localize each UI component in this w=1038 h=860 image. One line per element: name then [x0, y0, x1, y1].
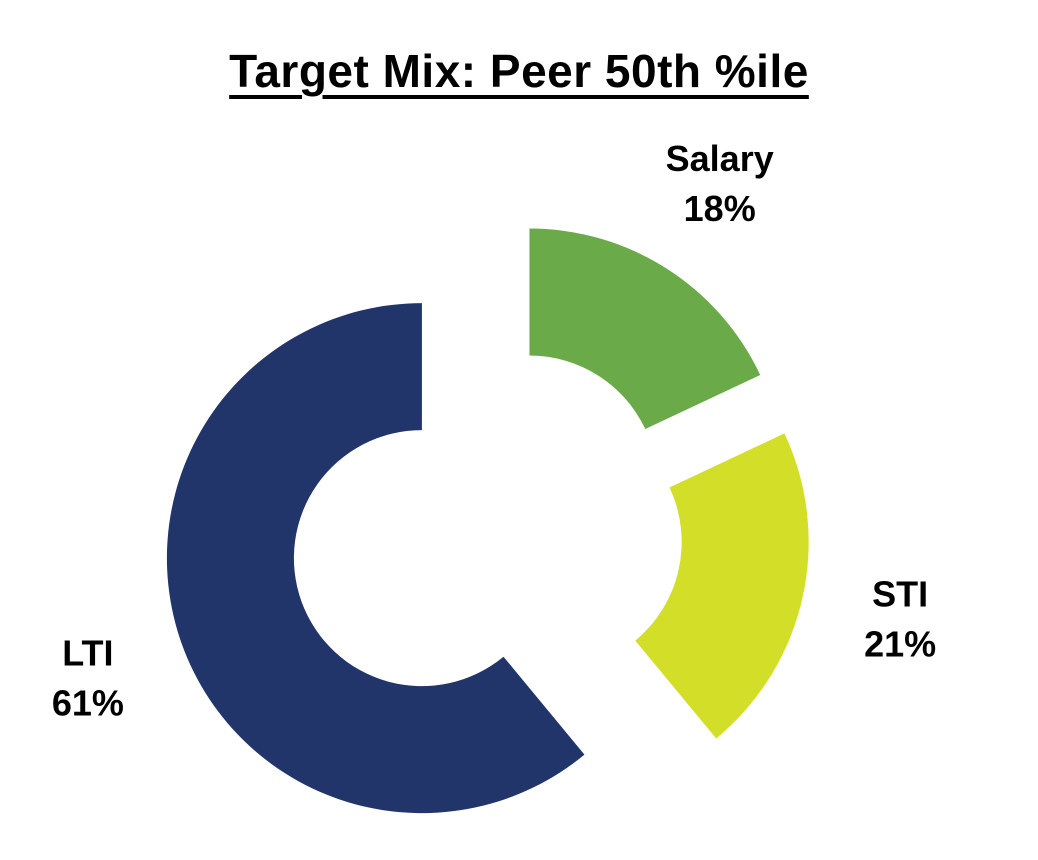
donut-slices [166, 228, 809, 814]
slice-value-sti: 21% [864, 623, 936, 664]
slice-label-salary: Salary [666, 138, 774, 179]
slice-sti [635, 433, 809, 739]
slice-lti [166, 303, 585, 814]
chart-title: Target Mix: Peer 50th %ile [229, 45, 809, 97]
slice-labels: Salary 18% STI 21% LTI 61% [52, 138, 936, 724]
slice-salary [529, 228, 761, 430]
slice-label-lti: LTI [62, 632, 113, 673]
slice-value-lti: 61% [52, 682, 124, 723]
slice-label-sti: STI [872, 573, 928, 614]
slice-value-salary: 18% [684, 188, 756, 229]
